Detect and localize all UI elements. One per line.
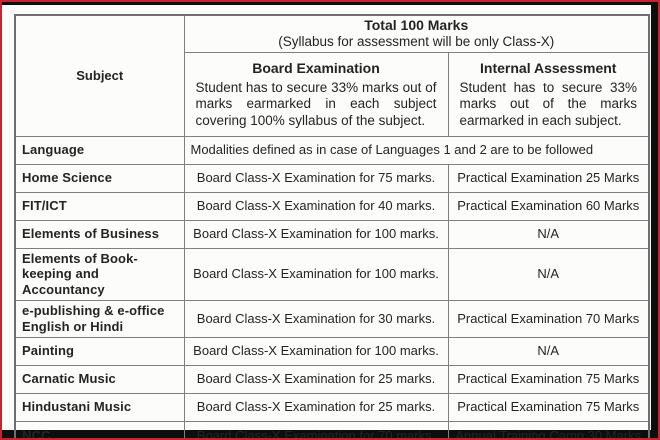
table-row: Language Modalities defined as in case o… xyxy=(14,135,650,165)
table-header-row-total: Subject Total 100 Marks (Syllabus for as… xyxy=(14,14,650,137)
subject-cell: Hindustani Music xyxy=(14,392,185,422)
table-row: Elements of Business Board Class-X Exami… xyxy=(14,219,650,249)
internal-cell: N/A xyxy=(447,219,650,249)
board-cell: Board Class-X Examination for 25 marks. xyxy=(183,392,449,422)
internal-cell: N/A xyxy=(447,336,650,366)
table-row: FIT/ICT Board Class-X Examination for 40… xyxy=(14,191,650,221)
internal-assessment-title: Internal Assessment xyxy=(480,59,617,76)
subject-cell: NCC xyxy=(14,420,185,438)
subject-cell: Carnatic Music xyxy=(14,364,185,394)
board-cell: Board Class-X Examination for 25 marks. xyxy=(183,364,449,394)
internal-cell: Practical Examination 70 Marks xyxy=(447,300,650,338)
board-examination-description: Student has to secure 33% marks out of m… xyxy=(195,79,437,128)
subject-cell: Elements of Business xyxy=(14,219,185,249)
subject-cell: Elements of Book-keeping and Accountancy xyxy=(14,247,185,302)
internal-cell: Practical Examination 75 Marks xyxy=(447,392,650,422)
table-row: Elements of Book-keeping and Accountancy… xyxy=(14,247,650,302)
table-row: e-publishing & e-office English or Hindi… xyxy=(14,300,650,338)
internal-assessment-description: Student has to secure 33% marks out of t… xyxy=(459,79,638,128)
subject-cell: Language xyxy=(14,135,185,165)
board-cell: Board Class-X Examination for 70 marks. xyxy=(183,420,449,438)
subject-cell: Painting xyxy=(14,336,185,366)
total-marks-subtitle: (Syllabus for assessment will be only Cl… xyxy=(278,34,555,50)
board-cell: Board Class-X Examination for 30 marks. xyxy=(183,300,449,338)
board-cell: Board Class-X Examination for 100 marks. xyxy=(183,336,449,366)
table-header-row-columns: Board Examination Student has to secure … xyxy=(15,51,650,137)
marks-scheme-table: Subject Total 100 Marks (Syllabus for as… xyxy=(14,14,650,438)
table-row: Painting Board Class-X Examination for 1… xyxy=(14,336,650,366)
internal-assessment-header-cell: Internal Assessment Student has to secur… xyxy=(447,51,650,137)
merged-modalities-cell: Modalities defined as in case of Languag… xyxy=(183,135,650,165)
subject-cell: e-publishing & e-office English or Hindi xyxy=(14,300,185,338)
document-paper: Subject Total 100 Marks (Syllabus for as… xyxy=(2,5,651,438)
board-cell: Board Class-X Examination for 75 marks. xyxy=(183,163,449,193)
subject-column-header: Subject xyxy=(14,14,185,137)
total-marks-title: Total 100 Marks xyxy=(364,17,469,33)
board-cell: Board Class-X Examination for 100 marks. xyxy=(183,219,449,249)
internal-cell: Practical Examination 60 Marks xyxy=(447,191,650,221)
board-examination-header-cell: Board Examination Student has to secure … xyxy=(183,51,449,137)
internal-cell: Annual Training Camp 30 Marks xyxy=(447,420,650,438)
subject-cell: FIT/ICT xyxy=(14,191,185,221)
board-cell: Board Class-X Examination for 40 marks. xyxy=(183,191,449,221)
total-marks-header-cell: Total 100 Marks (Syllabus for assessment… xyxy=(183,14,650,53)
table-row: Hindustani Music Board Class-X Examinati… xyxy=(14,392,650,422)
internal-cell: N/A xyxy=(447,247,650,302)
table-row: NCC Board Class-X Examination for 70 mar… xyxy=(14,420,650,438)
table-row: Carnatic Music Board Class-X Examination… xyxy=(14,364,650,394)
internal-cell: Practical Examination 75 Marks xyxy=(447,364,650,394)
internal-cell: Practical Examination 25 Marks xyxy=(447,163,650,193)
table-row: Home Science Board Class-X Examination f… xyxy=(14,163,650,193)
board-examination-title: Board Examination xyxy=(252,59,380,76)
board-cell: Board Class-X Examination for 100 marks. xyxy=(183,247,449,302)
subject-cell: Home Science xyxy=(14,163,185,193)
